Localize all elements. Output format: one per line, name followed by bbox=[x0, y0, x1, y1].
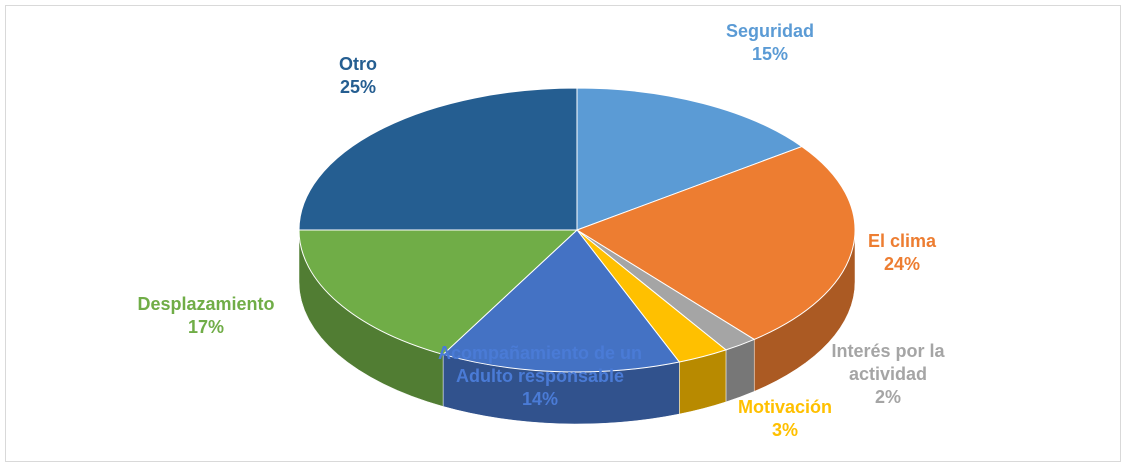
category-label: El clima bbox=[867, 231, 937, 251]
slice bbox=[298, 87, 578, 231]
value-label: 25% bbox=[339, 77, 377, 97]
slice-label: El clima 24% bbox=[822, 230, 982, 276]
category-label: Desplazamiento bbox=[137, 294, 275, 314]
category-label: Motivación bbox=[737, 397, 832, 417]
slice bbox=[575, 145, 856, 340]
value-label: 17% bbox=[187, 317, 225, 337]
value-label: 2% bbox=[874, 387, 901, 407]
slice-label: Motivación 3% bbox=[705, 396, 865, 442]
slice-label: Desplazamiento 17% bbox=[96, 293, 316, 339]
slice bbox=[298, 229, 579, 355]
category-label: Otro bbox=[339, 54, 377, 74]
slice-label: Otro 25% bbox=[298, 53, 418, 99]
value-label: 14% bbox=[521, 389, 559, 409]
value-label: 24% bbox=[883, 254, 921, 274]
slice bbox=[442, 229, 681, 373]
value-label: 15% bbox=[751, 44, 789, 64]
slice bbox=[576, 87, 803, 231]
slice-label: Seguridad 15% bbox=[670, 20, 870, 66]
value-label: 3% bbox=[771, 420, 798, 440]
category-label: Interés por la actividad bbox=[831, 341, 945, 384]
slice-label: Acompañamiento de un Adulto responsable 1… bbox=[425, 342, 655, 411]
category-label: Acompañamiento de un Adulto responsable bbox=[437, 343, 643, 386]
slice-label: Interés por la actividad 2% bbox=[803, 340, 973, 409]
category-label: Seguridad bbox=[725, 21, 814, 41]
chart-border bbox=[5, 5, 1121, 462]
